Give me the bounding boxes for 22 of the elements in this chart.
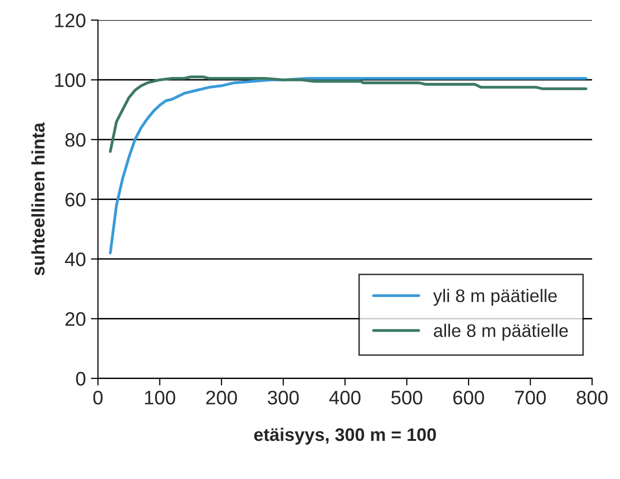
y-tick-label: 100 (55, 73, 86, 88)
y-tick-label: 0 (76, 372, 86, 386)
x-tick-label: 300 (268, 390, 299, 404)
line-series (108, 76, 588, 254)
y-tick-label: 40 (64, 252, 86, 266)
x-tick-label: 200 (206, 390, 237, 404)
y-tick-label: 60 (66, 192, 86, 206)
y-tick-label: 80 (65, 133, 86, 147)
y-axis-title: suhteellinen hinta (31, 122, 45, 276)
legend-label: alle 8 m päätielle (434, 324, 568, 341)
x-tick-label: 600 (453, 390, 484, 404)
x-tick-label: 400 (329, 390, 360, 404)
x-axis-title: etäisyys, 300 m = 100 (254, 428, 436, 445)
line-series (108, 75, 588, 153)
legend-label: yli 8 m päätielle (433, 288, 557, 306)
x-tick-label: 700 (515, 390, 546, 404)
x-tick-label: 800 (576, 390, 608, 404)
x-tick-label: 500 (391, 390, 422, 404)
x-tick-label: 0 (93, 390, 103, 404)
y-tick-label: 120 (55, 14, 86, 28)
y-tick-label: 20 (66, 312, 86, 326)
x-tick-label: 100 (144, 390, 176, 404)
